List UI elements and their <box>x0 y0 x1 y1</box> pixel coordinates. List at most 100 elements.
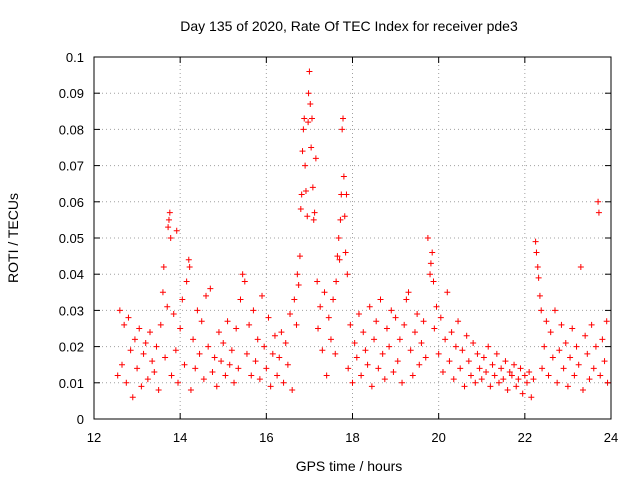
data-point <box>487 383 494 390</box>
data-point <box>250 307 257 314</box>
data-point <box>304 213 311 220</box>
data-point <box>433 303 440 310</box>
data-point <box>149 358 156 365</box>
data-point <box>534 263 541 270</box>
data-point <box>511 361 518 368</box>
data-point <box>358 372 365 379</box>
data-point <box>241 278 248 285</box>
data-point <box>493 350 500 357</box>
data-point <box>381 376 388 383</box>
data-point <box>181 361 188 368</box>
data-point <box>269 350 276 357</box>
data-point <box>327 336 334 343</box>
x-tick-label: 22 <box>518 430 532 445</box>
data-point <box>334 253 341 260</box>
data-point <box>405 289 412 296</box>
data-point <box>218 358 225 365</box>
data-point <box>213 383 220 390</box>
data-point <box>315 325 322 332</box>
data-point <box>147 329 154 336</box>
data-point <box>246 321 253 328</box>
data-point <box>121 321 128 328</box>
data-point <box>222 372 229 379</box>
data-point <box>183 278 190 285</box>
data-point <box>403 296 410 303</box>
data-point <box>437 314 444 321</box>
data-point <box>114 372 121 379</box>
x-tick-label: 14 <box>173 430 187 445</box>
data-point <box>271 332 278 339</box>
data-point <box>573 343 580 350</box>
data-point <box>500 376 507 383</box>
data-point <box>483 368 490 375</box>
data-point <box>422 354 429 361</box>
data-point <box>123 379 130 386</box>
data-point <box>297 206 304 213</box>
data-point <box>457 365 464 372</box>
data-point <box>452 343 459 350</box>
data-point <box>170 311 177 318</box>
data-point <box>498 365 505 372</box>
data-point <box>167 235 174 241</box>
data-point <box>307 101 314 108</box>
x-tick-label: 20 <box>431 430 445 445</box>
data-point <box>427 271 434 278</box>
data-point <box>330 296 337 303</box>
data-point <box>228 347 235 354</box>
data-point <box>519 390 526 397</box>
data-point <box>190 336 197 343</box>
data-point <box>186 263 193 270</box>
data-point <box>401 321 408 328</box>
data-point <box>366 303 373 310</box>
data-point <box>333 278 340 285</box>
data-point <box>314 278 321 285</box>
y-tick-label: 0.08 <box>59 122 84 137</box>
data-point <box>383 325 390 332</box>
data-point <box>388 307 395 314</box>
data-point <box>597 372 604 379</box>
data-point <box>129 394 136 401</box>
data-point <box>301 115 308 122</box>
data-point <box>399 379 406 386</box>
data-point <box>289 387 296 394</box>
data-point <box>450 376 457 383</box>
data-point <box>302 162 309 169</box>
data-point <box>287 311 294 318</box>
data-point <box>231 379 238 386</box>
data-point <box>140 350 147 357</box>
data-point <box>168 372 175 379</box>
data-point <box>144 376 151 383</box>
data-point <box>368 383 375 390</box>
data-point <box>294 271 301 278</box>
data-point <box>291 296 298 303</box>
data-point <box>431 325 438 332</box>
data-point <box>582 332 589 339</box>
data-point <box>603 318 610 325</box>
data-point <box>478 376 485 383</box>
data-point <box>192 365 199 372</box>
data-point <box>554 379 561 386</box>
data-point <box>125 314 132 321</box>
data-point <box>459 347 466 354</box>
data-point <box>379 350 386 357</box>
data-point <box>284 361 291 368</box>
data-point <box>344 271 351 278</box>
data-point <box>198 318 205 325</box>
data-point <box>448 329 455 336</box>
y-tick-label: 0.07 <box>59 159 84 174</box>
data-point <box>485 343 492 350</box>
data-point <box>575 361 582 368</box>
data-point <box>165 224 172 231</box>
data-point <box>177 325 184 332</box>
data-point <box>538 307 545 314</box>
axis-ticks: 12 14 16 18 20 22 24 0 0.01 0.02 0.03 0.04 0.05 0.06 0… <box>59 50 619 445</box>
y-tick-label: 0.09 <box>59 86 84 101</box>
data-point <box>392 314 399 321</box>
data-point <box>508 372 515 379</box>
x-tick-label: 12 <box>87 430 101 445</box>
data-point <box>340 115 347 122</box>
data-point <box>319 347 326 354</box>
data-point <box>577 263 584 270</box>
data-point <box>528 394 535 401</box>
